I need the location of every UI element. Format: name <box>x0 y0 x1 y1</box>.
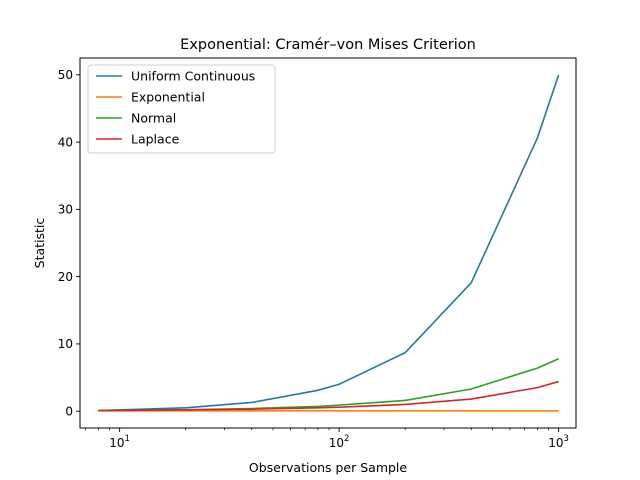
series-line <box>98 380 559 412</box>
y-axis-label: Statistic <box>32 218 47 269</box>
y-tick-label: 10 <box>58 337 73 351</box>
y-tick-label: 20 <box>58 270 73 284</box>
x-tick-exponent: 3 <box>564 434 569 444</box>
x-tick-exponent: 1 <box>125 434 130 444</box>
x-tick-label: 101 <box>109 434 130 450</box>
legend: Uniform Continuous Exponential Normal Lapla… <box>87 64 276 154</box>
x-tick-label: 102 <box>329 434 350 450</box>
y-axis: 0 10 20 30 40 50 <box>58 68 80 418</box>
x-tick-exponent: 2 <box>344 434 349 444</box>
x-tick-label: 103 <box>548 434 569 450</box>
x-tick-base: 10 <box>548 436 563 450</box>
series-line <box>98 357 559 412</box>
legend-label: Laplace <box>131 132 180 147</box>
plot-frame <box>79 57 577 429</box>
y-tick-label: 0 <box>65 404 73 418</box>
series-line <box>98 74 560 412</box>
x-axis-label: Observations per Sample <box>249 460 408 475</box>
x-tick-base: 10 <box>329 436 344 450</box>
legend-box <box>87 64 276 154</box>
series-lines <box>98 74 560 412</box>
legend-label: Normal <box>131 111 176 126</box>
legend-label: Exponential <box>131 90 205 105</box>
legend-label: Uniform Continuous <box>131 69 255 84</box>
chart-title: Exponential: Cramér–von Mises Criterion <box>180 37 476 53</box>
y-tick-label: 30 <box>58 203 73 217</box>
y-tick-label: 40 <box>58 135 73 149</box>
x-tick-base: 10 <box>109 436 124 450</box>
x-axis: 101 102 103 <box>85 428 569 450</box>
y-tick-label: 50 <box>58 68 73 82</box>
